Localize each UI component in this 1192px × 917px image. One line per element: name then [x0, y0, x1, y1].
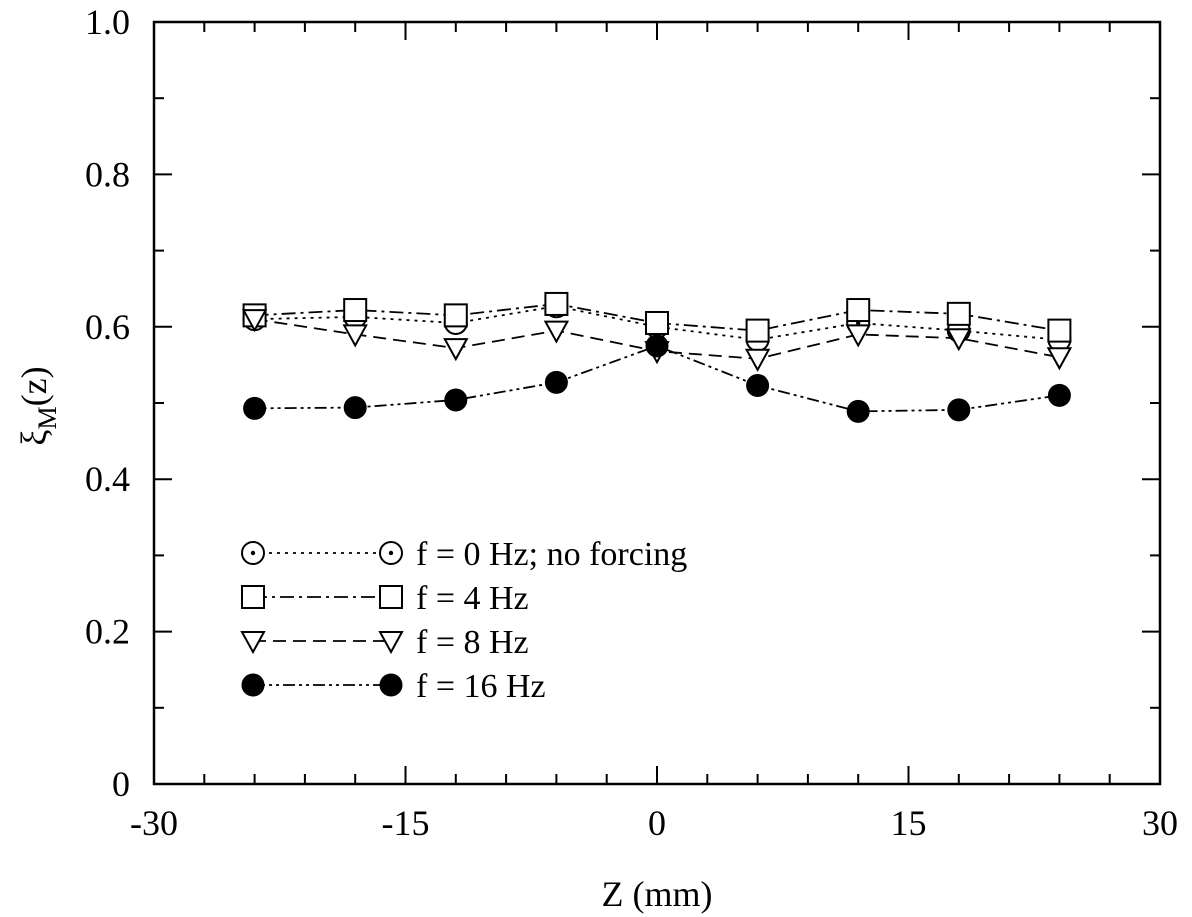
- data-point: [443, 303, 468, 328]
- x-tick-label: 15: [891, 803, 927, 843]
- minor-ticks: [154, 22, 1160, 784]
- data-point: [744, 348, 771, 372]
- y-axis-title-symbol: ξ: [14, 430, 54, 446]
- legend-item: f = 8 Hz: [240, 624, 529, 661]
- data-point-center: [388, 550, 394, 556]
- legend-label: f = 0 Hz; no forcing: [416, 536, 687, 573]
- data-point: [846, 399, 870, 423]
- legend-label: f = 16 Hz: [416, 668, 546, 705]
- data-point: [342, 324, 368, 348]
- y-tick-label: 0.4: [85, 459, 130, 499]
- data-point: [946, 328, 972, 352]
- y-tick-label: 0: [112, 764, 130, 804]
- legend-item: f = 16 Hz: [241, 668, 546, 705]
- data-point: [241, 309, 268, 333]
- major-ticks: [153, 21, 1161, 785]
- data-point: [241, 673, 265, 697]
- data-point: [343, 396, 367, 420]
- series-4-markers: [243, 334, 1071, 423]
- data-point: [443, 338, 469, 362]
- data-point: [746, 373, 770, 397]
- data-point: [240, 631, 266, 655]
- data-point: [1046, 347, 1073, 371]
- data-point-center: [250, 550, 256, 556]
- legend-label: f = 4 Hz: [416, 580, 529, 617]
- x-tick-label: -30: [130, 803, 178, 843]
- data-point: [1047, 383, 1071, 407]
- y-tick-label: 1.0: [85, 2, 130, 42]
- legend-label: f = 8 Hz: [416, 624, 529, 661]
- y-tick-label: 0.8: [85, 154, 130, 194]
- data-point: [379, 585, 403, 609]
- data-point: [946, 301, 971, 326]
- data-point: [243, 396, 267, 420]
- data-point: [543, 320, 570, 344]
- data-point: [1047, 318, 1072, 343]
- data-point: [645, 334, 669, 358]
- x-tick-label: -15: [382, 803, 430, 843]
- data-point: [544, 370, 568, 394]
- y-tick-label: 0.2: [85, 612, 130, 652]
- data-point: [343, 298, 368, 323]
- data-point: [947, 398, 971, 422]
- series-layer: [241, 291, 1073, 423]
- series-markers: [241, 291, 1073, 423]
- legend: f = 0 Hz; no forcing f = 4 Hz f = 8 Hz f = …: [240, 536, 687, 705]
- x-tick-label: 30: [1142, 803, 1178, 843]
- legend-item: f = 0 Hz; no forcing: [241, 536, 687, 573]
- data-point: [241, 585, 265, 609]
- y-axis-title: ξM(z): [14, 366, 62, 445]
- data-point: [444, 388, 468, 412]
- legend-item: f = 4 Hz: [241, 580, 529, 617]
- data-point: [544, 291, 569, 316]
- y-axis-title-suffix: (z): [14, 366, 54, 406]
- data-point: [845, 324, 871, 348]
- y-axis-title-subscript: M: [33, 406, 62, 429]
- x-tick-labels: -30 -15 0 15 30: [130, 803, 1178, 843]
- y-tick-label: 0.6: [85, 307, 130, 347]
- y-tick-labels: 0 0.2 0.4 0.6 0.8 1.0: [85, 2, 130, 804]
- data-point: [745, 318, 770, 343]
- data-point: [846, 298, 871, 323]
- data-point: [379, 673, 403, 697]
- x-tick-label: 0: [648, 803, 666, 843]
- x-axis-title: Z (mm): [602, 874, 713, 914]
- data-point: [645, 310, 669, 335]
- data-point: [378, 631, 404, 655]
